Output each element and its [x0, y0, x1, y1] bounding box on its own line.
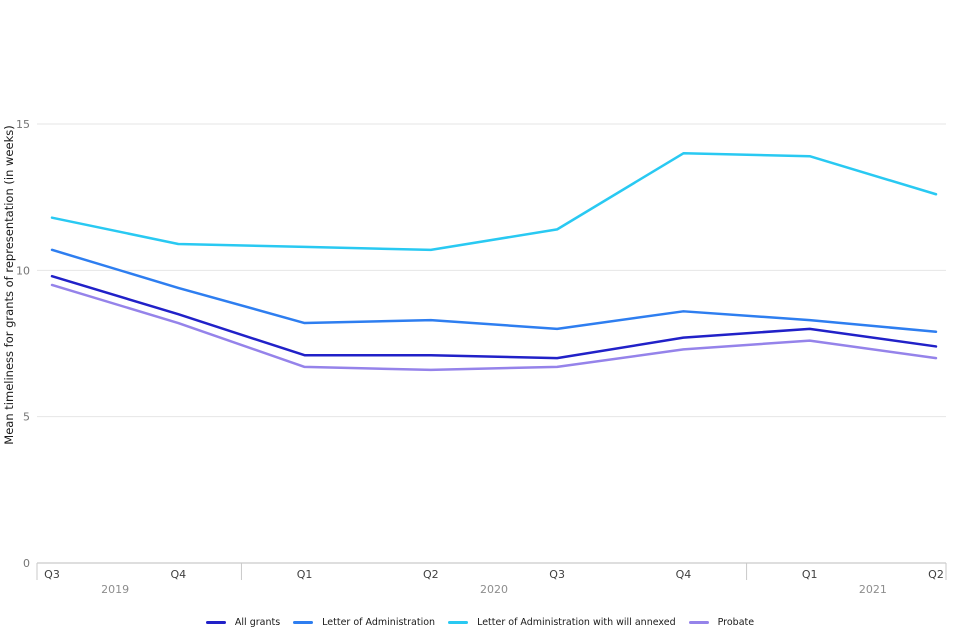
line-chart: Mean timeliness for grants of representa… [2, 118, 947, 596]
legend-label-letter-of-administration: Letter of Administration [322, 616, 436, 628]
legend-item-letter-of-administration: Letter of Administration [293, 617, 435, 628]
legend-label-letter-of-administration-with-will-annexed: Letter of Administration with will annex… [477, 616, 676, 628]
legend-swatch-letter-of-administration-with-will-annexed [448, 620, 469, 624]
x-tick-label-1-q4: Q4 [170, 568, 186, 581]
year-label-2020: 2020 [480, 583, 508, 596]
legend-label-probate: Probate [717, 616, 755, 628]
y-axis-title: Mean timeliness for grants of representa… [2, 125, 16, 444]
x-tick-label-2-q1: Q1 [297, 568, 313, 581]
chart-legend: All grants Letter of Administration Letter… [0, 611, 960, 633]
y-tick-label-15: 15 [16, 118, 30, 131]
legend-swatch-probate [688, 620, 709, 624]
x-tick-label-4-q3: Q3 [549, 568, 565, 581]
year-label-2019: 2019 [101, 583, 129, 596]
legend-swatch-letter-of-administration [293, 620, 314, 624]
legend-label-all-grants: All grants [234, 616, 281, 628]
x-tick-label-3-q2: Q2 [423, 568, 439, 581]
y-tick-label-0: 0 [23, 557, 30, 570]
line-series-all-grants [50, 274, 938, 360]
y-tick-label-10: 10 [16, 264, 30, 277]
line-series-probate [50, 283, 938, 372]
x-tick-label-6-q1: Q1 [802, 568, 818, 581]
legend-item-letter-of-administration-with-will-annexed: Letter of Administration with will annex… [448, 617, 676, 628]
x-tick-label-0-q3: Q3 [44, 568, 60, 581]
x-tick-label-7-q2: Q2 [928, 568, 944, 581]
year-label-2021: 2021 [859, 583, 887, 596]
x-tick-label-5-q4: Q4 [676, 568, 692, 581]
line-series-letter-of-administration-with-will-annexed [50, 152, 938, 252]
legend-item-probate: Probate [688, 616, 755, 628]
legend-item-all-grants: All grants [205, 616, 281, 628]
legend-swatch-all-grants [205, 620, 226, 624]
line-series-letter-of-administration [50, 248, 938, 334]
y-tick-label-5: 5 [23, 411, 30, 424]
